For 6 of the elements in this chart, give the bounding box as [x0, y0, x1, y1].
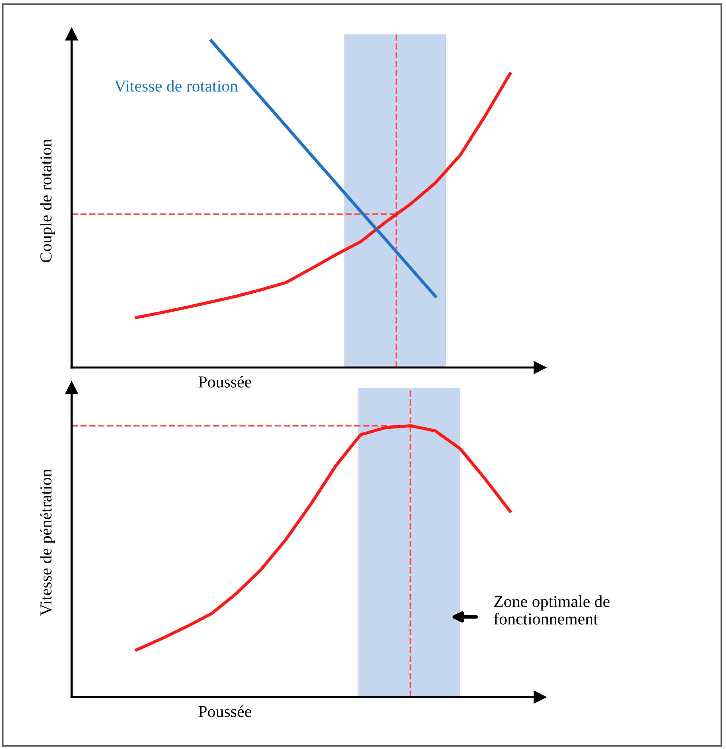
x-axis-title: Poussée [198, 376, 252, 388]
y-axis-title: Couple de rotation [40, 139, 56, 262]
annotation: Zone optimale de fonctionnement [494, 596, 610, 625]
series-label: Vitesse de rotation [114, 80, 238, 92]
y-axis-title: Vitesse de pénétration [40, 469, 56, 616]
x-axis-title: Poussée [198, 706, 252, 718]
